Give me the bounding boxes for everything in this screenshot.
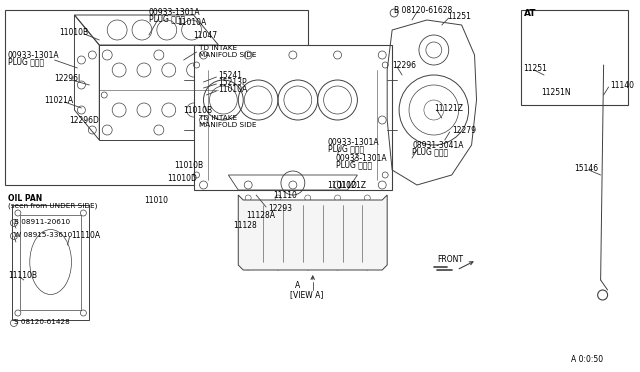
Text: 11128: 11128: [234, 221, 257, 230]
Text: 12279: 12279: [452, 125, 476, 135]
Text: 11010D: 11010D: [328, 180, 358, 189]
Text: 11140: 11140: [611, 80, 634, 90]
Text: 12296D: 12296D: [70, 115, 99, 125]
Polygon shape: [238, 195, 387, 270]
Text: S 08120-61428: S 08120-61428: [14, 319, 70, 325]
Text: 11251: 11251: [447, 12, 470, 20]
Text: OIL PAN: OIL PAN: [8, 193, 42, 202]
Text: MANIFOLD SIDE: MANIFOLD SIDE: [198, 52, 256, 58]
Text: 00933-1301A: 00933-1301A: [149, 7, 200, 16]
Text: MANIFOLD SIDE: MANIFOLD SIDE: [198, 122, 256, 128]
Text: W 08915-33610: W 08915-33610: [14, 232, 72, 238]
Text: B 08120-61628: B 08120-61628: [394, 6, 452, 15]
Text: A: A: [295, 280, 300, 289]
Text: PLUG プラグ: PLUG プラグ: [412, 148, 448, 157]
Text: [VIEW A]: [VIEW A]: [290, 291, 323, 299]
Text: 11110B: 11110B: [8, 270, 37, 279]
Bar: [12, 205, 90, 320]
Text: PLUG プラグ: PLUG プラグ: [328, 144, 364, 154]
Text: 11251: 11251: [523, 64, 547, 73]
Text: 11047: 11047: [193, 31, 218, 39]
Text: TD INTAKE: TD INTAKE: [198, 45, 237, 51]
Text: 11121Z: 11121Z: [434, 103, 463, 112]
Text: 11251N: 11251N: [541, 87, 571, 96]
Text: 11121Z: 11121Z: [337, 180, 367, 189]
Text: 00933-1301A: 00933-1301A: [328, 138, 380, 147]
Text: B 08911-20610: B 08911-20610: [14, 219, 70, 225]
Text: (seen from UNDER SIDE): (seen from UNDER SIDE): [8, 203, 97, 209]
Text: PLUG プラグ: PLUG プラグ: [149, 15, 185, 23]
Text: PLUG プラグ: PLUG プラグ: [335, 160, 372, 170]
Text: 11110: 11110: [273, 190, 297, 199]
Text: 11021A: 11021A: [45, 96, 74, 105]
Text: 11110A: 11110A: [72, 231, 100, 240]
Bar: [5, 10, 308, 185]
Text: PLUG プラグ: PLUG プラグ: [8, 58, 44, 67]
Text: 11010: 11010: [144, 196, 168, 205]
Text: 15146: 15146: [574, 164, 598, 173]
Bar: [20, 215, 81, 310]
Text: 11010A: 11010A: [177, 17, 206, 26]
Text: 00933-1301A: 00933-1301A: [335, 154, 387, 163]
Bar: [193, 45, 392, 190]
Text: 08931-3041A: 08931-3041A: [412, 141, 463, 150]
Text: TD INTAKE: TD INTAKE: [198, 115, 237, 121]
Bar: [521, 10, 628, 105]
Text: 00933-1301A: 00933-1301A: [8, 51, 60, 60]
Text: FRONT: FRONT: [437, 256, 463, 264]
Text: 11128A: 11128A: [246, 211, 275, 219]
Text: 11010B: 11010B: [184, 106, 212, 115]
Text: 11010B: 11010B: [173, 160, 203, 170]
Text: 11010B: 11010B: [60, 28, 89, 36]
Text: 11010D: 11010D: [167, 173, 196, 183]
Text: 12296I: 12296I: [54, 74, 81, 83]
Text: 11010A: 11010A: [218, 84, 248, 93]
Text: A 0:0:50: A 0:0:50: [571, 356, 603, 365]
Text: 15241: 15241: [218, 71, 243, 80]
Text: AT: AT: [524, 9, 537, 17]
Text: 15213P: 15213P: [218, 77, 247, 87]
Text: 12296: 12296: [392, 61, 416, 70]
Text: 12293: 12293: [268, 203, 292, 212]
